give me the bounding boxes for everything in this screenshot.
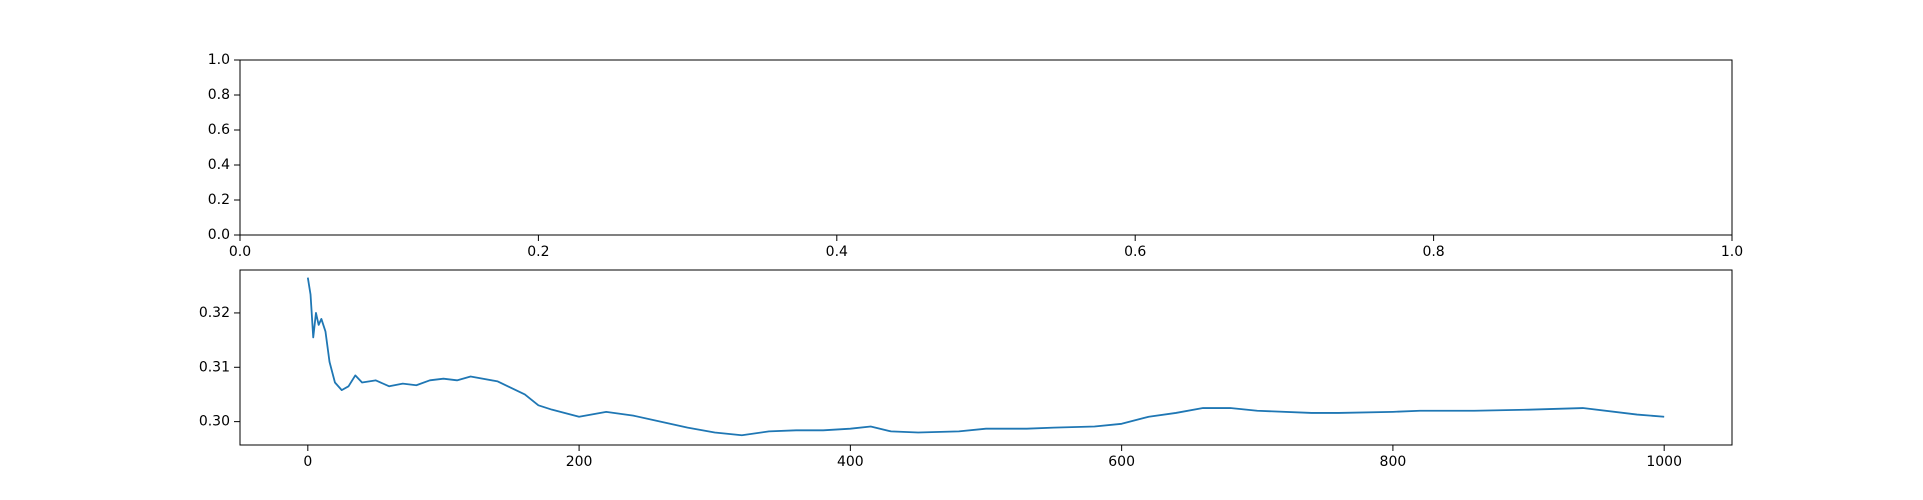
y-tick-label: 0.6 (208, 122, 230, 138)
y-tick-label: 0.2 (208, 192, 230, 208)
x-tick-label: 600 (1108, 454, 1135, 470)
y-tick-label: 0.8 (208, 87, 230, 103)
y-tick-label: 0.31 (199, 359, 230, 375)
data-line (306, 277, 1665, 437)
x-tick-label: 800 (1380, 454, 1407, 470)
x-tick-label: 200 (566, 454, 593, 470)
x-tick-label: 1000 (1646, 454, 1682, 470)
y-tick-label: 0.32 (199, 305, 230, 321)
y-tick-label: 0.0 (208, 227, 230, 243)
y-tick-label: 0.30 (199, 414, 230, 430)
axes-frame (239, 269, 1733, 446)
x-tick-label: 0.2 (527, 244, 549, 260)
x-tick-label: 0 (303, 454, 312, 470)
x-tick-label: 0.8 (1422, 244, 1444, 260)
x-tick-label: 0.0 (229, 244, 251, 260)
axes-frame (239, 59, 1733, 236)
y-tick-label: 0.4 (208, 157, 230, 173)
y-tick-label: 1.0 (208, 52, 230, 68)
x-tick-label: 1.0 (1721, 244, 1743, 260)
x-tick-label: 400 (837, 454, 864, 470)
x-tick-label: 0.4 (826, 244, 848, 260)
x-tick-label: 0.6 (1124, 244, 1146, 260)
